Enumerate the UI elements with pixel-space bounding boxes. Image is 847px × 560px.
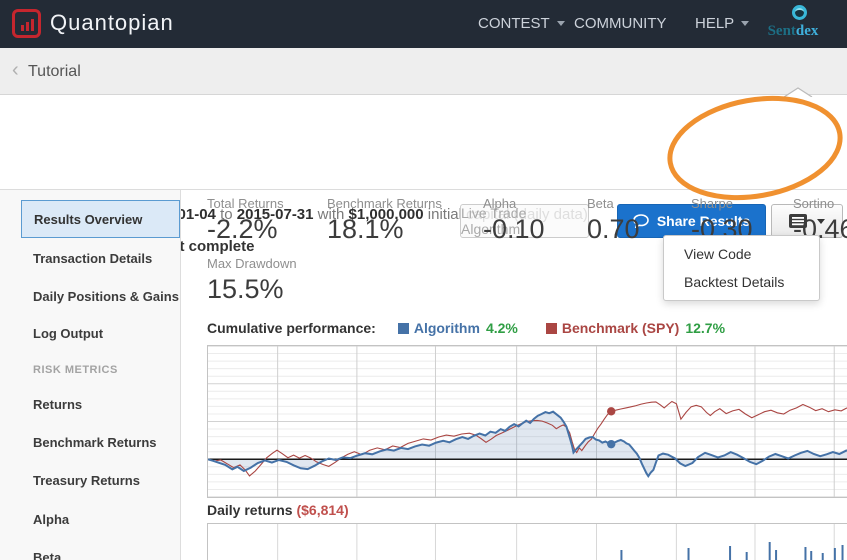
chart-legend: Cumulative performance: Algorithm 4.2% B…	[207, 320, 753, 336]
brand-title[interactable]: Quantopian	[50, 10, 174, 35]
chevron-down-icon	[556, 21, 565, 26]
legend-algorithm[interactable]: Algorithm 4.2%	[397, 320, 518, 336]
top-navbar: Quantopian CONTEST COMMUNITY HELP Sentde…	[0, 0, 847, 48]
tab-pointer-notch	[783, 87, 813, 97]
algorithm-swatch-icon	[397, 322, 409, 334]
list-icon	[789, 214, 807, 228]
sentdex-logo[interactable]: Sentdex	[757, 5, 829, 40]
back-chevron-icon[interactable]: ‹	[12, 59, 19, 81]
settings-panel: Settings: From 2014-01-04 to 2015-07-31 …	[0, 95, 847, 301]
sidebar-item-results-overview[interactable]: Results Overview	[21, 200, 180, 238]
sidebar-item-daily-positions[interactable]: Daily Positions & Gains	[33, 289, 179, 304]
metric-beta: Beta 0.70	[587, 196, 640, 244]
sidebar-item-treasury-returns[interactable]: Treasury Returns	[33, 473, 140, 488]
nav-item-contest[interactable]: CONTEST	[478, 15, 565, 32]
sidebar-item-log-output[interactable]: Log Output	[33, 326, 104, 341]
daily-returns-value: ($6,814)	[296, 502, 349, 518]
chevron-down-icon	[741, 21, 750, 26]
benchmark-swatch-icon	[545, 322, 557, 334]
legend-title: Cumulative performance:	[207, 320, 376, 336]
sentdex-wordmark: Sentdex	[767, 23, 819, 39]
chat-bubble-icon	[633, 214, 649, 228]
metric-total-returns: Total Returns -2.2%	[207, 196, 284, 244]
breadcrumb-bar: ‹ Tutorial ❮ All Backtests Algorithm Bac…	[0, 48, 847, 137]
bar-chart-icon	[21, 19, 34, 31]
metric-benchmark-returns: Benchmark Returns 18.1%	[327, 196, 442, 244]
sentdex-snake-icon	[791, 5, 807, 20]
nav-item-community[interactable]: COMMUNITY	[574, 15, 667, 32]
results-sidebar: Results Overview Transaction Details Dai…	[0, 190, 181, 560]
nav-item-help[interactable]: HELP	[695, 15, 750, 32]
risk-metrics-heading: RISK METRICS	[33, 364, 118, 376]
sidebar-item-benchmark-returns[interactable]: Benchmark Returns	[33, 435, 157, 450]
live-trade-button[interactable]: Live Trade Algorithm	[460, 204, 589, 238]
sidebar-item-alpha[interactable]: Alpha	[33, 512, 70, 527]
chevron-down-icon	[817, 218, 825, 224]
actions-menu: View Code Backtest Details	[663, 235, 820, 301]
metric-max-drawdown: Max Drawdown 15.5%	[207, 256, 297, 304]
menu-item-backtest-details[interactable]: Backtest Details	[684, 274, 785, 290]
metric-alpha: Alpha -0.10	[483, 196, 545, 244]
share-results-button[interactable]: Share Results	[617, 204, 766, 238]
end-date: 2015-07-31	[236, 206, 314, 223]
sidebar-item-returns[interactable]: Returns	[33, 397, 83, 412]
breadcrumb[interactable]: Tutorial	[28, 63, 81, 80]
daily-returns-chart[interactable]	[207, 523, 847, 560]
daily-returns-label: Daily returns ($6,814)	[207, 502, 349, 518]
initial-capital: $1,000,000	[348, 206, 424, 223]
menu-item-view-code[interactable]: View Code	[684, 246, 752, 262]
sidebar-item-transaction-details[interactable]: Transaction Details	[33, 251, 153, 266]
quantopian-logo-icon[interactable]	[12, 9, 41, 38]
legend-benchmark[interactable]: Benchmark (SPY) 12.7%	[545, 320, 725, 336]
cumulative-performance-chart[interactable]	[207, 345, 847, 498]
sidebar-item-beta[interactable]: Beta	[33, 550, 62, 560]
